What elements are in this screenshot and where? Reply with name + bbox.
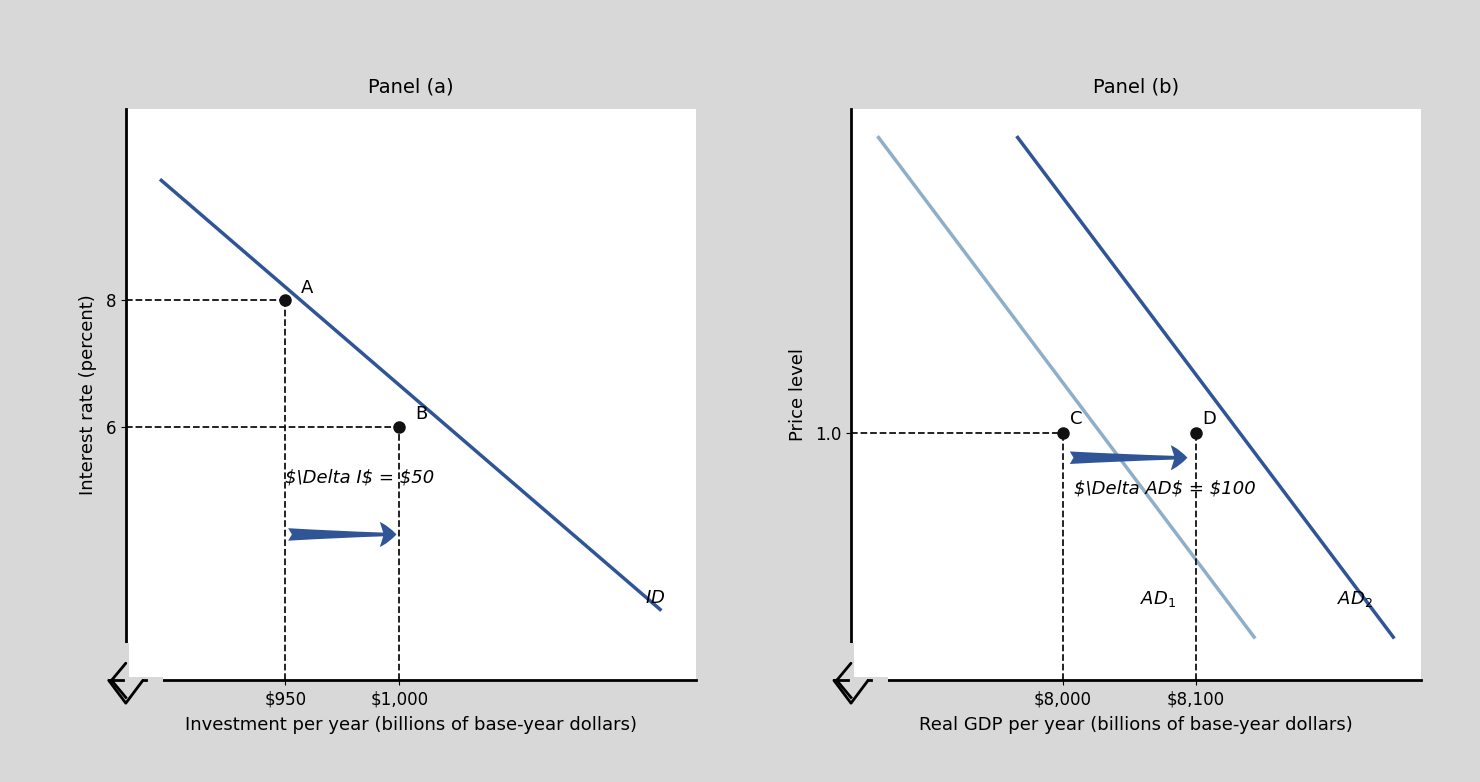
Text: $\Delta I$ = $50: $\Delta I$ = $50 (286, 469, 435, 487)
Bar (848, 677, 888, 703)
Text: $AD_1$: $AD_1$ (1141, 589, 1177, 609)
Bar (123, 677, 163, 703)
Text: $AD_2$: $AD_2$ (1336, 589, 1372, 609)
Y-axis label: Price level: Price level (789, 349, 807, 441)
X-axis label: Real GDP per year (billions of base-year dollars): Real GDP per year (billions of base-year… (919, 716, 1353, 734)
Title: Panel (a): Panel (a) (369, 78, 453, 97)
Title: Panel (b): Panel (b) (1092, 78, 1180, 97)
Text: D: D (1202, 411, 1217, 429)
Bar (108, 644, 129, 683)
Text: C: C (1070, 411, 1082, 429)
Bar (833, 644, 854, 683)
Text: A: A (302, 278, 314, 296)
Text: $ID$: $ID$ (645, 589, 666, 607)
X-axis label: Investment per year (billions of base-year dollars): Investment per year (billions of base-ye… (185, 716, 636, 734)
Text: $\Delta AD$ = $100: $\Delta AD$ = $100 (1073, 479, 1255, 497)
Y-axis label: Interest rate (percent): Interest rate (percent) (80, 295, 98, 495)
Text: B: B (416, 405, 428, 424)
